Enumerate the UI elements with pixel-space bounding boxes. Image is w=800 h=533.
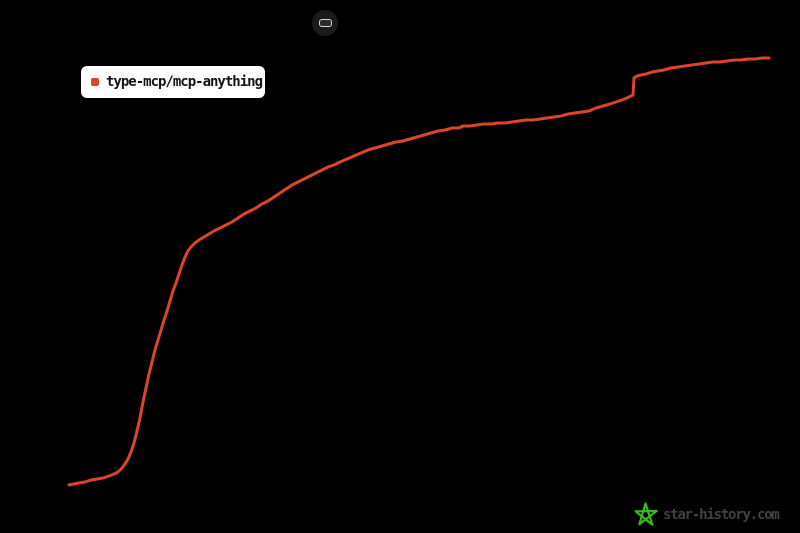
toolbar-button[interactable]: [312, 10, 338, 36]
legend-label: type-mcp/mcp-anything: [106, 74, 263, 90]
star-icon: [634, 502, 658, 526]
legend-marker-swatch: [91, 78, 99, 86]
watermark: star-history.com: [634, 502, 780, 527]
star-history-line: [67, 56, 771, 487]
legend: type-mcp/mcp-anything: [81, 66, 265, 98]
watermark-text: star-history.com: [663, 506, 780, 523]
rounded-rect-icon: [318, 19, 332, 27]
